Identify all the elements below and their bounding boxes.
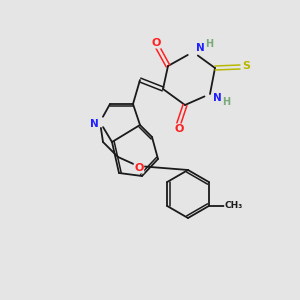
Text: CH₃: CH₃ — [225, 202, 243, 211]
Text: N: N — [213, 93, 221, 103]
Text: O: O — [174, 124, 184, 134]
Text: N: N — [90, 119, 98, 129]
Text: H: H — [205, 39, 213, 49]
Text: H: H — [222, 97, 230, 107]
Text: S: S — [242, 61, 250, 71]
Text: N: N — [196, 43, 204, 53]
Text: O: O — [151, 38, 161, 48]
Text: O: O — [134, 163, 144, 173]
